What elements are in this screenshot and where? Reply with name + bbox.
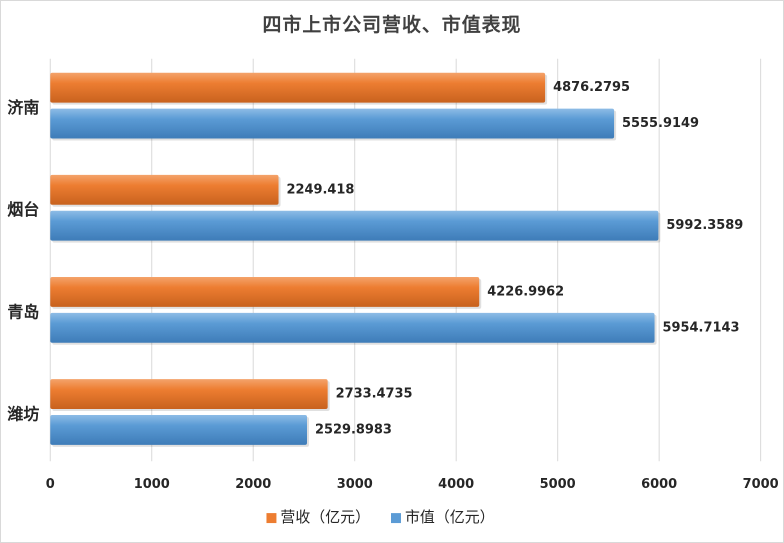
data-label: 2529.8983 — [315, 422, 392, 437]
data-label: 4876.2795 — [553, 80, 630, 95]
data-label: 5555.9149 — [622, 116, 699, 131]
bar — [50, 312, 655, 343]
legend-swatch — [266, 513, 277, 524]
bar — [50, 174, 279, 205]
category-label: 潍坊 — [7, 404, 39, 423]
x-tick-label: 0 — [46, 477, 55, 492]
x-tick-label: 2000 — [235, 477, 271, 492]
legend-label: 市值（亿元） — [405, 508, 495, 526]
data-label: 4226.9962 — [487, 284, 564, 299]
chart-title: 四市上市公司营收、市值表现 — [263, 13, 522, 36]
bar — [50, 276, 480, 307]
x-tick-label: 1000 — [134, 477, 170, 492]
x-tick-label: 4000 — [438, 477, 474, 492]
bar — [50, 379, 328, 409]
x-tick-label: 7000 — [743, 477, 779, 492]
data-label: 5954.7143 — [663, 320, 740, 335]
category-label: 青岛 — [7, 302, 39, 321]
legend-label: 营收（亿元） — [280, 508, 370, 526]
x-tick-label: 3000 — [337, 477, 373, 492]
data-label: 2249.418 — [287, 182, 355, 197]
bar — [50, 72, 546, 103]
x-tick-label: 5000 — [540, 477, 576, 492]
data-label: 5992.3589 — [666, 218, 743, 233]
x-tick-label: 6000 — [641, 477, 677, 492]
bar — [50, 414, 308, 445]
category-label: 济南 — [7, 98, 39, 117]
x-axis-tick-labels: 0 1000 2000 3000 4000 5000 6000 7000 — [46, 477, 779, 492]
category-label: 烟台 — [7, 200, 39, 219]
data-label: 2733.4735 — [336, 387, 413, 402]
bar — [50, 210, 659, 241]
legend: 营收（亿元） 市值（亿元） — [266, 508, 495, 526]
bar — [50, 108, 615, 139]
bars: 4876.2795 5555.9149 2249.418 5992.3589 4226.… — [50, 72, 743, 447]
legend-swatch — [391, 513, 401, 524]
